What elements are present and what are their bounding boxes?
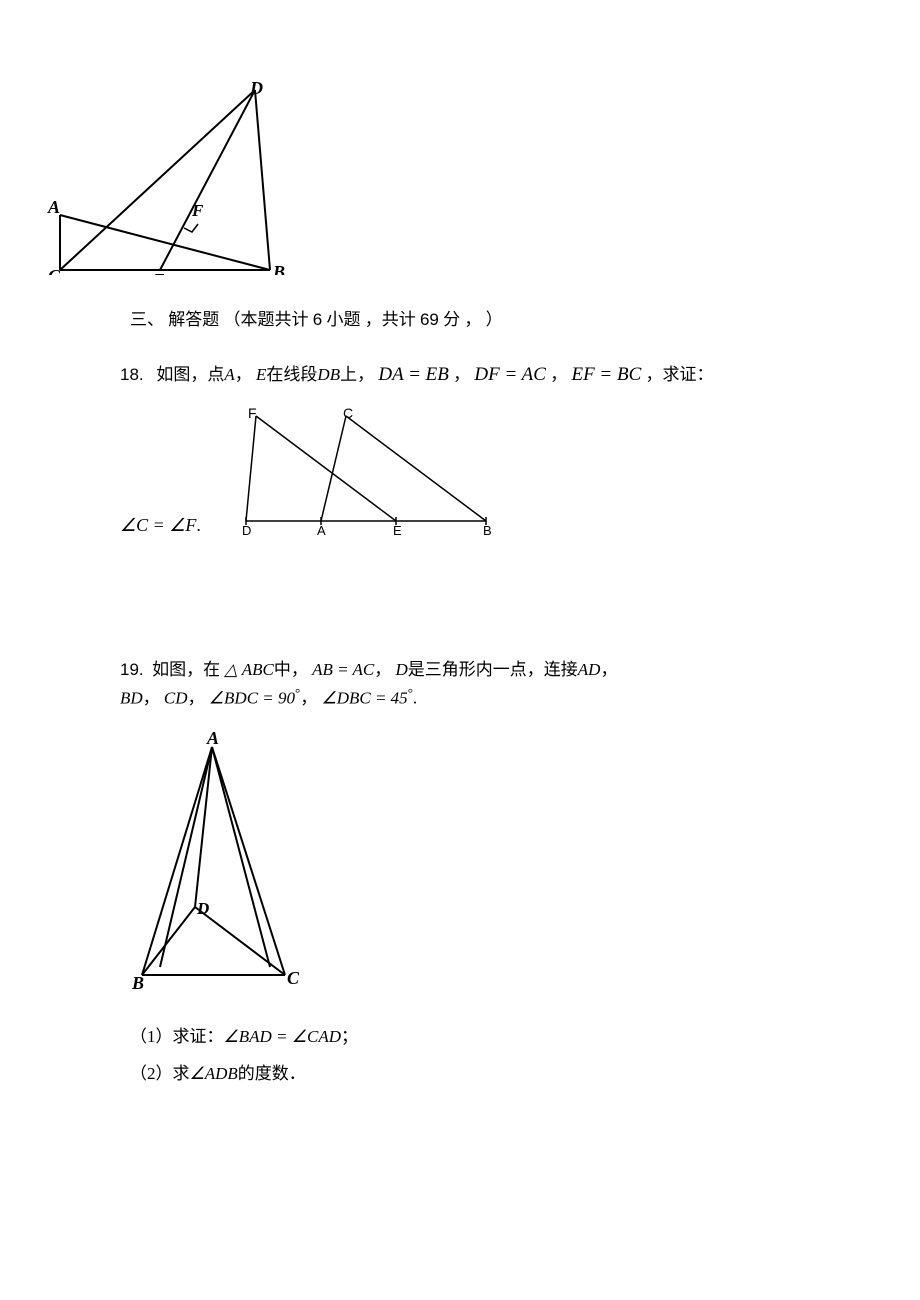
p18-A: A [224, 365, 234, 384]
p18-t3: 在线段 [266, 365, 317, 384]
sp2-t2: 的度数． [238, 1064, 306, 1083]
section-prefix: 三、 解答题 （本题共计 [130, 310, 313, 329]
p19-number: 19. [120, 660, 144, 679]
p19-triangle: △ ABC [224, 660, 273, 679]
p19-BD: BD [120, 689, 143, 708]
p19-t7: ， [188, 689, 205, 708]
figure2-svg: F C D A E B [221, 406, 501, 536]
section-count: 6 [313, 310, 322, 329]
p19-AD: AD [578, 660, 601, 679]
sp2-t1: 求 [173, 1064, 190, 1083]
p18-eq2: DF = AC [474, 364, 546, 385]
fig3-B: B [131, 973, 144, 992]
p18-t6: ， [550, 365, 567, 384]
fig1-label-E: E [152, 270, 165, 275]
p18-t7: ，求证： [646, 365, 714, 384]
fig1-label-C: C [48, 266, 61, 275]
sp1-eq: ∠BAD = ∠CAD [224, 1027, 342, 1046]
sp1-suffix: ； [341, 1027, 358, 1046]
p19-t5: ， [600, 660, 617, 679]
section-points: 69 [420, 310, 439, 329]
p19-angle1: ∠BDC = 90 [209, 689, 295, 708]
p18-t2: ， [235, 365, 252, 384]
p18-t5: ， [453, 365, 470, 384]
fig3-D: D [196, 899, 209, 918]
p19-t8: ， [300, 689, 317, 708]
p18-angle-eq: ∠C = ∠F. [120, 515, 201, 536]
fig2-D: D [242, 523, 251, 536]
section-mid: 小题 ，共计 [322, 310, 420, 329]
p18-t1: 如图，点 [156, 365, 224, 384]
p18-number: 18. [120, 365, 144, 384]
p18-angle-eq-text: ∠C = ∠F [120, 515, 196, 535]
p19-D: D [395, 660, 407, 679]
fig2-F: F [248, 406, 257, 421]
subproblem-1: （1）求证：∠BAD = ∠CAD； [130, 1022, 880, 1047]
figure1-svg: A B C D E F [40, 80, 300, 275]
section-suffix: 分 ， ） [439, 310, 503, 329]
fig3-C: C [287, 968, 300, 988]
p19-eq1: AB = AC [312, 660, 374, 679]
p18-eq3: EF = BC [571, 364, 641, 385]
problem-19: 19. 如图，在 △ ABC中， AB = AC， D是三角形内一点，连接AD，… [120, 656, 800, 712]
subproblem-2: （2）求∠ADB的度数． [130, 1059, 880, 1084]
figure3-svg: A B C D [130, 732, 305, 992]
fig1-label-D: D [249, 80, 263, 98]
fig2-B: B [483, 523, 492, 536]
figure2-container: ∠C = ∠F. F C D A E B [120, 406, 880, 536]
p19-t2: 中， [274, 660, 308, 679]
p18-period: . [196, 515, 201, 535]
p19-angle2: ∠DBC = 45 [321, 689, 407, 708]
p19-t3: ， [374, 660, 391, 679]
p19-CD: CD [164, 689, 188, 708]
fig2-E: E [393, 523, 402, 536]
p19-t6: ， [143, 689, 160, 708]
sp2-angle: ∠ADB [190, 1064, 238, 1083]
sp1-number: （1） [130, 1027, 173, 1046]
p18-E: E [256, 365, 266, 384]
section-header: 三、 解答题 （本题共计 6 小题 ，共计 69 分 ， ） [130, 305, 880, 330]
figure-1: A B C D E F [40, 80, 880, 280]
fig1-label-B: B [272, 262, 285, 275]
p18-eq1: DA = EB [378, 364, 449, 385]
sp2-number: （2） [130, 1064, 173, 1083]
p19-t4: 是三角形内一点，连接 [408, 660, 578, 679]
fig1-label-F: F [191, 201, 204, 220]
problem-18: 18. 如图，点A， E在线段DB上， DA = EB ， DF = AC ， … [120, 360, 880, 386]
p19-t1: 如图，在 [152, 660, 220, 679]
fig2-A: A [317, 523, 326, 536]
p19-period: . [413, 689, 417, 708]
sp1-text: 求证： [173, 1027, 224, 1046]
figure-3: A B C D [130, 732, 880, 997]
fig2-C: C [343, 406, 353, 421]
fig3-A: A [206, 732, 219, 748]
p18-t4: 上， [340, 365, 374, 384]
p18-DB: DB [317, 365, 340, 384]
fig1-label-A: A [47, 197, 60, 217]
